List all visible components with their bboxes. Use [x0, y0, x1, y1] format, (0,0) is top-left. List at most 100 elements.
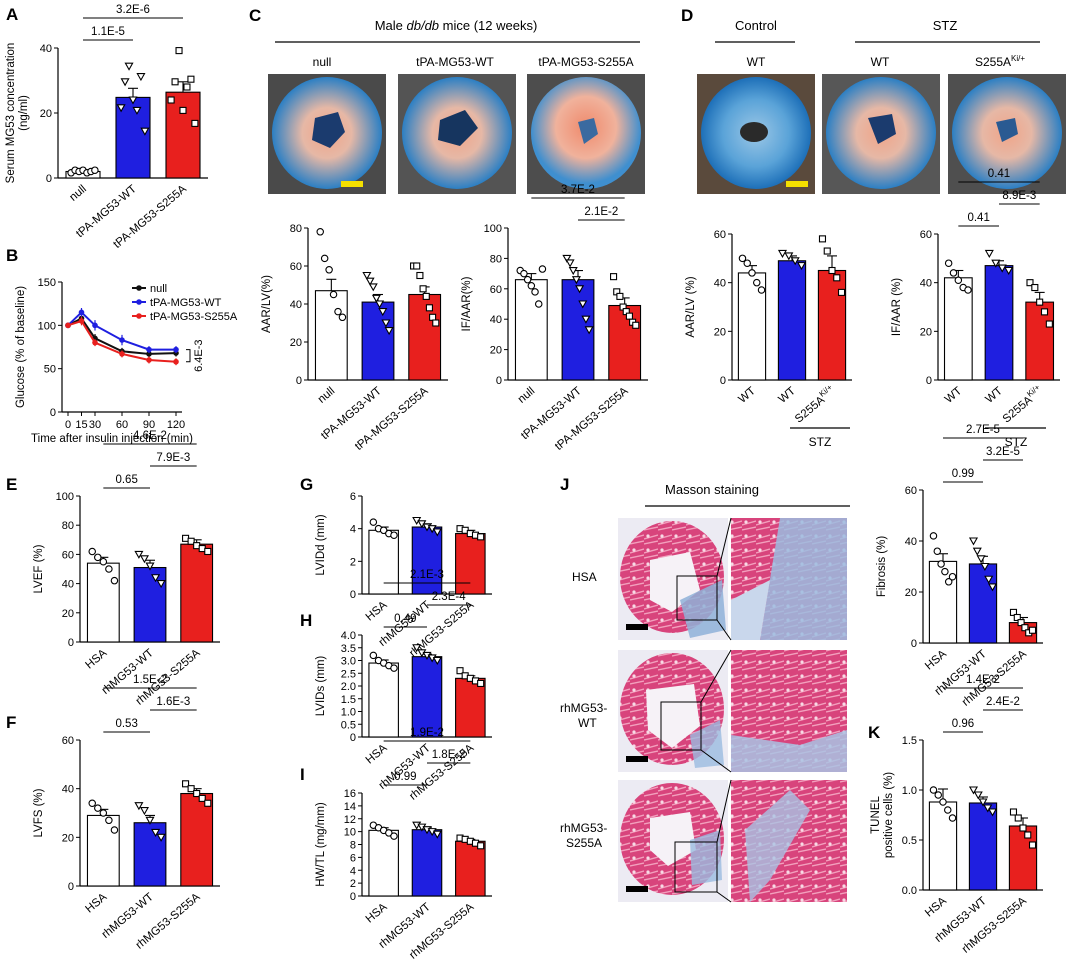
- y-axis-label: AAR/LV(%): [261, 275, 273, 333]
- data-point: [119, 337, 125, 343]
- y-tick-label: 40: [905, 536, 917, 548]
- y-axis-label: AAR/LV (%): [685, 276, 697, 337]
- data-point-circle: [753, 278, 761, 287]
- data-point-square: [828, 266, 836, 275]
- y-tick-label: 0: [68, 637, 74, 649]
- bar: [368, 662, 399, 738]
- bar: [455, 533, 486, 595]
- data-point-triangle: [581, 315, 591, 324]
- panel-c-image-label-null: null: [313, 55, 332, 69]
- data-point-triangle: [790, 257, 800, 266]
- data-point-triangle: [571, 276, 581, 285]
- data-point-circle: [379, 526, 388, 535]
- y-tick-label: 20: [290, 337, 302, 349]
- data-point-triangle: [973, 791, 983, 800]
- data-point-circle: [94, 804, 102, 812]
- data-point-circle: [944, 806, 952, 814]
- data-point-circle: [748, 269, 756, 277]
- x-tick-label: 60: [116, 419, 128, 431]
- panel-letter-j: J: [560, 475, 569, 494]
- y-tick-label: 80: [290, 223, 302, 235]
- x-category-label: S255AKi/+: [791, 383, 838, 426]
- x-category-label: HSA: [83, 891, 109, 916]
- data-point-circle: [94, 553, 102, 562]
- data-point-triangle: [139, 555, 149, 564]
- data-point-square: [1021, 624, 1029, 632]
- legend-label: tPA-MG53-S255A: [150, 311, 238, 323]
- bar-chart-c-if: 020406080100IF/AAR(%)nulltPA-MG53-WTtPA-…: [461, 184, 648, 453]
- p-value-label: 1.6E-3: [156, 696, 190, 708]
- data-point: [146, 346, 152, 353]
- data-point-square: [193, 789, 201, 798]
- data-point: [173, 358, 179, 365]
- data-point-circle: [948, 814, 957, 822]
- data-point-circle: [390, 832, 398, 840]
- data-point-triangle: [156, 580, 166, 589]
- series-line: [67, 310, 176, 351]
- data-point-circle: [99, 557, 108, 566]
- data-point-triangle: [796, 262, 807, 271]
- panel-letter-i: I: [300, 765, 305, 784]
- data-point-square: [1026, 279, 1034, 287]
- data-point: [78, 309, 85, 316]
- data-point-circle: [939, 798, 947, 806]
- legend-marker: [136, 313, 142, 319]
- data-point-circle: [964, 286, 972, 294]
- panel-c-image-label-wt: tPA-MG53-WT: [416, 55, 494, 69]
- x-category-label: HSA: [364, 742, 390, 767]
- data-point-triangle: [134, 802, 144, 811]
- y-tick-label: 40: [920, 278, 932, 290]
- data-point-triangle: [997, 264, 1007, 273]
- bar: [1025, 301, 1055, 381]
- p-value-label: 3.7E-2: [561, 184, 595, 196]
- bar: [368, 529, 399, 595]
- y-axis-label: Glucose (% of baseline): [15, 286, 27, 408]
- data-point-square: [1013, 613, 1021, 622]
- data-point-square: [837, 288, 846, 296]
- masson-image-hsa: [618, 517, 847, 641]
- data-point-triangle: [156, 833, 166, 842]
- p-value-label: 7.9E-3: [156, 452, 190, 464]
- y-axis-label: IF/AAR(%): [461, 276, 473, 331]
- data-point-square: [429, 313, 437, 321]
- bar: [180, 543, 214, 643]
- data-point-square: [422, 292, 430, 300]
- data-point-triangle: [139, 807, 149, 816]
- x-tick-label: 30: [89, 419, 101, 431]
- y-tick-label: 80: [62, 520, 74, 532]
- panel-c-title: Male db/db mice (12 weeks): [375, 18, 538, 33]
- data-point-square: [456, 667, 464, 675]
- data-point-square: [477, 679, 485, 688]
- bar: [133, 566, 167, 643]
- data-point-circle: [944, 578, 953, 586]
- y-tick-label: 40: [290, 299, 302, 311]
- y-tick-label: 0: [46, 173, 52, 185]
- panel-letter-b: B: [6, 246, 18, 265]
- data-point-square: [175, 47, 183, 55]
- data-point-triangle: [976, 555, 986, 564]
- p-value-label: 0.41: [967, 212, 989, 224]
- p-value-label: 3.2E-6: [116, 4, 150, 16]
- y-tick-label: 0.5: [341, 719, 356, 731]
- x-tick-label: 15: [75, 419, 87, 431]
- y-axis-label: HW/TL (mg/mm): [315, 802, 327, 887]
- y-tick-label: 100: [56, 491, 74, 503]
- data-point-square: [179, 106, 187, 114]
- y-tick-label: 20: [920, 326, 932, 338]
- data-point-circle: [738, 254, 747, 263]
- data-point-circle: [320, 254, 329, 263]
- panel-d-image-label-wt-control: WT: [747, 55, 766, 69]
- data-point-square: [187, 75, 195, 83]
- data-point-circle: [369, 518, 378, 526]
- data-point-circle: [929, 532, 938, 540]
- y-tick-label: 150: [38, 277, 56, 289]
- y-tick-label: 1.0: [902, 785, 917, 797]
- x-category-label: S255AKi/+: [999, 383, 1046, 426]
- p-value-label: 4.6E-2: [133, 430, 167, 442]
- data-point-triangle: [136, 73, 146, 82]
- p-value-label: 2.3E-4: [432, 591, 466, 603]
- p-value-label: 6.4E-3: [193, 339, 205, 371]
- data-point-circle: [325, 266, 333, 274]
- y-tick-label: 1.5: [902, 735, 917, 747]
